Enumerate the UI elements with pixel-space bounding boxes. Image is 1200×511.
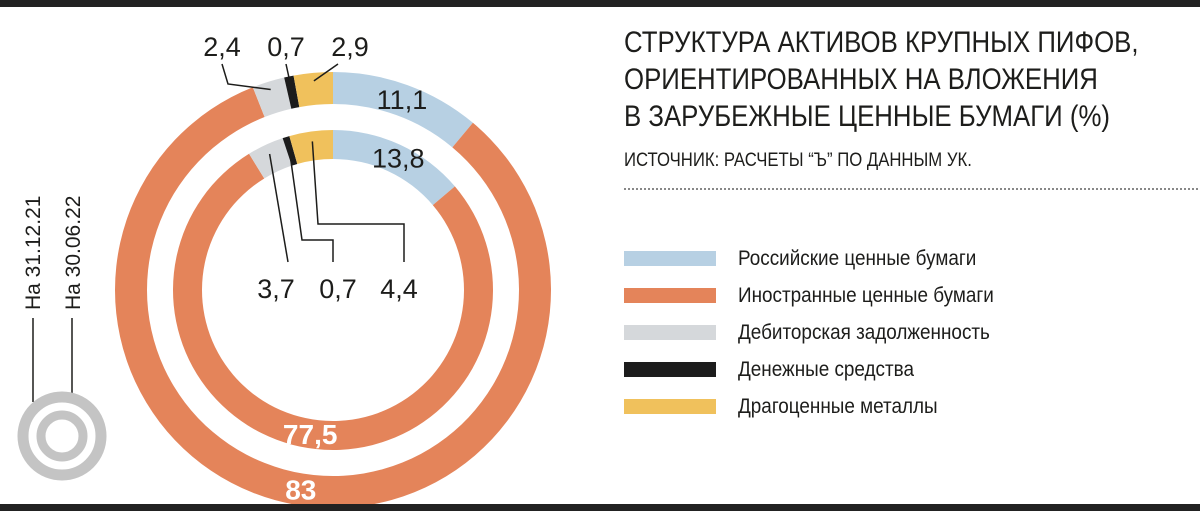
inner-label-russian: 13,8 xyxy=(372,143,425,173)
dotted-divider xyxy=(624,188,1198,190)
chart-title: СТРУКТУРА АКТИВОВ КРУПНЫХ ПИФОВ, ОРИЕНТИ… xyxy=(624,24,1139,135)
outer-label-cash: 0,7 xyxy=(267,32,305,62)
legend-label: Денежные средства xyxy=(738,357,915,381)
inner-label-metals: 4,4 xyxy=(380,274,418,304)
chart-title-line-3: В ЗАРУБЕЖНЫЕ ЦЕННЫЕ БУМАГИ (%) xyxy=(624,100,1111,133)
chart-title-line-2: ОРИЕНТИРОВАННЫХ НА ВЛОЖЕНИЯ xyxy=(624,63,1098,96)
legend-swatch xyxy=(624,288,716,303)
legend-item-receivables: Дебиторская задолженность xyxy=(624,314,1022,351)
outer-label-metals: 2,9 xyxy=(331,32,369,62)
legend-label: Российские ценные бумаги xyxy=(738,246,977,270)
outer-ring-slice-receivables xyxy=(252,77,292,118)
chart-source: ИСТОЧНИК: РАСЧЕТЫ “Ъ” ПО ДАННЫМ УК. xyxy=(624,150,972,171)
chart-title-line-1: СТРУКТУРА АКТИВОВ КРУПНЫХ ПИФОВ, xyxy=(624,26,1139,59)
ring-key-inner-label: На 30.06.22 xyxy=(62,196,85,310)
outer-ring-slice-russian xyxy=(333,72,473,148)
leader-inner-cash xyxy=(288,146,334,262)
legend-item-cash: Денежные средства xyxy=(624,351,1022,388)
legend-swatch xyxy=(624,362,716,377)
outer-label-foreign: 83 xyxy=(285,474,316,504)
outer-ring-slice-cash xyxy=(284,75,300,109)
donut-chart: 11,1 83 2,4 0,7 2,9 13,8 77,5 3,7 0,7 4,4 На 31.1… xyxy=(17,32,551,504)
ring-key: На 31.12.21 На 30.06.22 xyxy=(17,196,107,481)
leader-inner-receivables xyxy=(268,153,289,263)
bottom-rule xyxy=(0,504,1200,511)
legend: Российские ценные бумаги Иностранные цен… xyxy=(624,240,1022,425)
legend-swatch xyxy=(624,399,716,414)
legend-item-russian: Российские ценные бумаги xyxy=(624,240,1022,277)
data-labels: 11,1 83 2,4 0,7 2,9 13,8 77,5 3,7 0,7 4,4 xyxy=(203,32,427,504)
outer-ring xyxy=(115,72,551,504)
inner-ring-slice-metals xyxy=(289,130,333,164)
ring-key-outer-label: На 31.12.21 xyxy=(22,196,45,310)
ring-key-inner-circle xyxy=(36,410,88,462)
legend-label: Дебиторская задолженность xyxy=(738,320,990,344)
inner-label-receivables: 3,7 xyxy=(257,274,295,304)
legend-swatch xyxy=(624,325,716,340)
legend-label: Драгоценные металлы xyxy=(738,394,938,418)
leader-lines xyxy=(221,63,405,263)
outer-ring-slice-metals xyxy=(293,72,333,108)
outer-label-receivables: 2,4 xyxy=(203,32,241,62)
legend-item-foreign: Иностранные ценные бумаги xyxy=(624,277,1022,314)
ring-key-outer-circle xyxy=(17,391,107,481)
legend-label: Иностранные ценные бумаги xyxy=(738,283,994,307)
outer-label-russian: 11,1 xyxy=(377,85,428,115)
leader-inner-metals xyxy=(311,141,405,262)
inner-label-foreign: 77,5 xyxy=(283,419,338,450)
leader-outer-metals xyxy=(313,63,339,82)
inner-ring-slice-russian xyxy=(333,130,455,206)
legend-swatch xyxy=(624,251,716,266)
inner-label-cash: 0,7 xyxy=(319,274,357,304)
leader-outer-receivables xyxy=(221,63,271,91)
legend-item-metals: Драгоценные металлы xyxy=(624,388,1022,425)
top-rule xyxy=(0,0,1200,7)
leader-outer-cash xyxy=(285,63,292,85)
